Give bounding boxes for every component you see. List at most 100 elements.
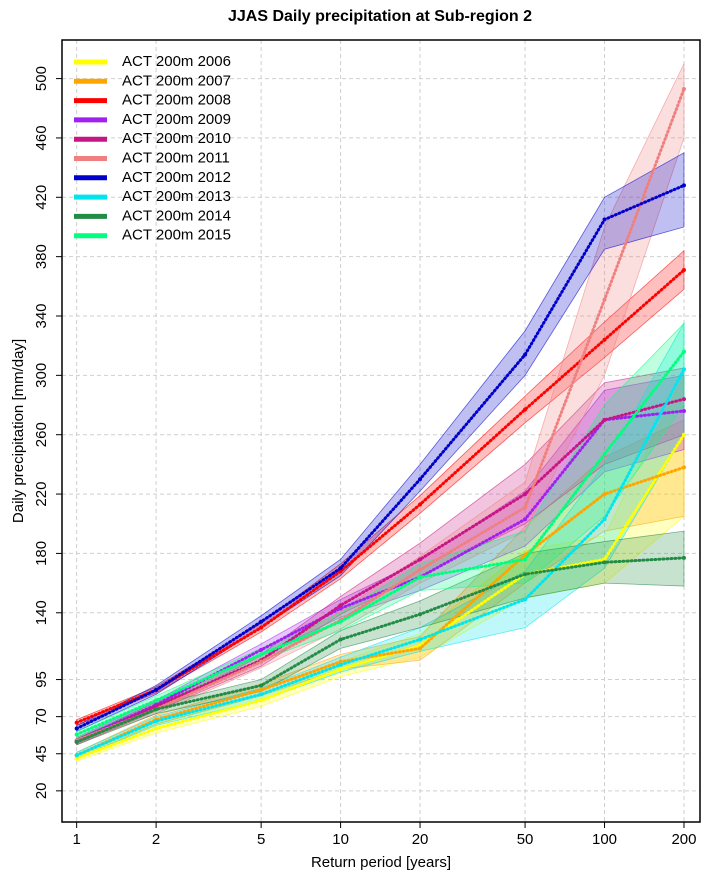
y-tick-label: 45	[33, 745, 50, 762]
x-tick-label: 100	[592, 831, 617, 848]
data-point	[418, 567, 423, 572]
legend-label: ACT 200m 2006	[122, 53, 231, 70]
data-point	[681, 432, 686, 437]
data-point	[259, 652, 264, 657]
data-point	[681, 268, 686, 272]
data-point	[154, 698, 159, 703]
data-point	[681, 183, 686, 188]
data-point	[681, 408, 686, 413]
confidence-band	[76, 63, 685, 744]
data-point	[523, 572, 528, 577]
y-axis-label: Daily precipitation [mm/day]	[10, 339, 27, 523]
data-point	[418, 477, 423, 482]
data-point	[418, 646, 423, 651]
data-point	[74, 739, 79, 744]
legend-label: ACT 200m 2007	[122, 72, 231, 89]
y-tick-label: 300	[33, 363, 50, 388]
y-tick-label: 95	[33, 671, 50, 688]
data-point	[154, 704, 159, 709]
x-tick-label: 20	[412, 831, 429, 848]
x-tick-label: 5	[257, 831, 265, 848]
data-point	[681, 367, 686, 372]
data-point	[259, 692, 264, 697]
legend-label: ACT 200m 2014	[122, 207, 231, 224]
legend-label: ACT 200m 2009	[122, 111, 231, 128]
y-tick-label: 500	[33, 66, 50, 91]
data-point	[338, 637, 343, 642]
data-point	[418, 612, 423, 617]
legend: ACT 200m 2006 ACT 200m 2007 ACT 200m 2008 A…	[74, 53, 231, 244]
data-point	[74, 756, 79, 761]
data-point	[338, 619, 343, 624]
y-tick-label: 20	[33, 782, 50, 799]
data-point	[154, 726, 159, 731]
series-line	[75, 409, 686, 742]
y-tick-label: 380	[33, 244, 50, 269]
data-point	[418, 557, 423, 562]
y-tick-label: 140	[33, 600, 50, 625]
confidence-band	[76, 374, 685, 744]
data-point	[681, 397, 686, 402]
data-point	[523, 517, 528, 522]
confidence-band	[76, 249, 685, 727]
series-line	[75, 367, 686, 757]
data-point	[338, 566, 343, 571]
legend-label: ACT 200m 2015	[122, 227, 231, 244]
data-point	[259, 647, 264, 652]
data-point	[259, 683, 264, 688]
y-tick-label: 260	[33, 422, 50, 447]
data-point	[602, 560, 607, 565]
data-point	[523, 352, 528, 357]
data-point	[418, 575, 423, 580]
data-point	[338, 667, 343, 672]
lines	[74, 86, 686, 761]
data-point	[338, 603, 343, 608]
legend-label: ACT 200m 2013	[122, 188, 231, 205]
y-tick-label: 70	[33, 708, 50, 725]
data-point	[338, 659, 343, 664]
series-line	[75, 465, 686, 757]
data-point	[259, 698, 264, 703]
confidence-band	[76, 419, 685, 759]
y-tick-label: 420	[33, 185, 50, 210]
data-point	[602, 517, 607, 522]
data-point	[418, 637, 423, 642]
data-point	[338, 662, 343, 667]
x-tick-label: 50	[517, 831, 534, 848]
data-point	[74, 726, 79, 731]
data-point	[602, 217, 607, 222]
data-point	[259, 625, 264, 630]
legend-label: ACT 200m 2012	[122, 169, 231, 186]
plot-frame	[61, 39, 701, 823]
data-point	[681, 465, 686, 470]
x-tick-label: 200	[671, 831, 696, 848]
data-point	[523, 505, 528, 510]
data-point	[523, 557, 528, 562]
chart-title: JJAS Daily precipitation at Sub-region 2	[228, 8, 532, 25]
data-point	[418, 502, 423, 507]
y-tick-label: 460	[33, 125, 50, 150]
x-axis-label: Return period [years]	[311, 854, 451, 871]
data-point	[154, 719, 159, 724]
series-line	[75, 556, 686, 744]
data-point	[523, 597, 528, 602]
data-point	[523, 492, 528, 497]
data-point	[602, 557, 607, 562]
series-line	[75, 397, 686, 744]
x-tick-label: 1	[72, 831, 80, 848]
legend-label: ACT 200m 2011	[122, 149, 230, 166]
series-line	[75, 350, 686, 736]
data-point	[74, 753, 79, 758]
data-point	[602, 452, 607, 456]
data-point	[602, 492, 607, 497]
data-point	[154, 707, 159, 712]
data-point	[681, 555, 686, 560]
data-point	[602, 337, 607, 342]
x-tick-label: 10	[332, 831, 349, 848]
data-point	[259, 659, 264, 664]
data-point	[602, 297, 607, 302]
series-line	[75, 87, 686, 742]
y-tick-label: 340	[33, 303, 50, 328]
